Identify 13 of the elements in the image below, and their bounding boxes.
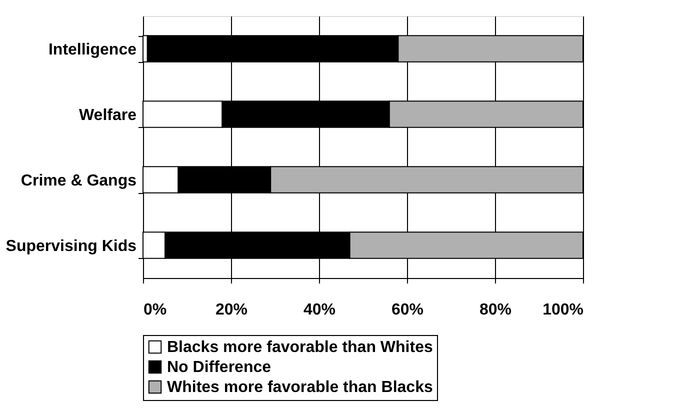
x-tick-label: 20% (215, 302, 248, 318)
legend-label: No Difference (167, 359, 272, 376)
x-tick-label: 40% (303, 302, 336, 318)
x-tick-label: 80% (479, 302, 512, 318)
x-tick-label: 0% (144, 302, 167, 318)
y-tick-label: Intelligence (48, 41, 137, 58)
legend-label: Blacks more favorable than Whites (167, 339, 433, 356)
y-tick-label: Crime & Gangs (20, 172, 137, 190)
legend-label: Whites more favorable than Blacks (167, 379, 433, 396)
y-tick-label: Welfare (78, 106, 137, 124)
x-tick-label: 60% (391, 302, 424, 318)
x-tick-label: 100% (542, 302, 584, 318)
y-tick-label: Supervising Kids (6, 238, 137, 255)
